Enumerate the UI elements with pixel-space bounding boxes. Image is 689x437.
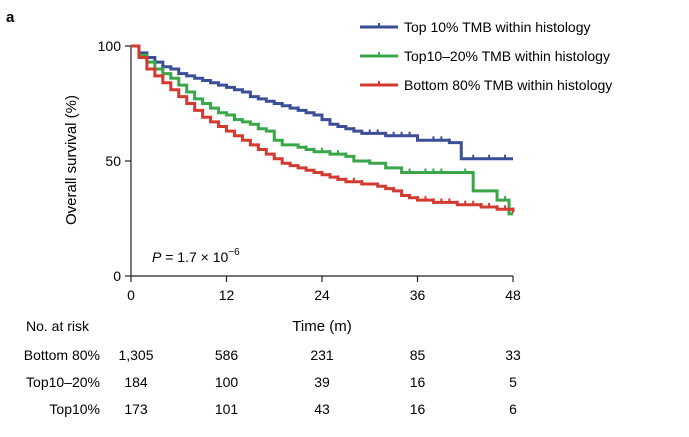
y-tick-label-2: 100 bbox=[98, 38, 122, 54]
risk-count-2-2: 43 bbox=[314, 401, 330, 417]
risk-count-1-3: 16 bbox=[410, 374, 426, 390]
series-1 bbox=[131, 44, 513, 216]
p-value-symbol: P bbox=[152, 249, 162, 265]
risk-row-label-2: Top10% bbox=[49, 401, 100, 417]
risk-count-2-1: 101 bbox=[215, 401, 239, 417]
p-value-exponent: −6 bbox=[228, 247, 240, 258]
risk-row-label-0: Bottom 80% bbox=[24, 347, 100, 363]
x-tick-label-3: 36 bbox=[410, 287, 426, 303]
p-value-annotation: P = 1.7 × 10−6 bbox=[152, 247, 240, 265]
legend-entry-0: Top 10% TMB within histology bbox=[360, 19, 591, 35]
legend-label-0: Top 10% TMB within histology bbox=[404, 19, 591, 35]
y-axis-title: Overall survival (%) bbox=[63, 95, 80, 225]
risk-table: Bottom 80% 1,305 586 231 85 33 Top10–20% 184 100… bbox=[24, 347, 521, 417]
risk-count-1-4: 5 bbox=[509, 374, 517, 390]
legend-entry-2: Bottom 80% TMB within histology bbox=[360, 77, 612, 93]
series-layer bbox=[131, 44, 515, 216]
risk-count-1-2: 39 bbox=[314, 374, 330, 390]
panel-label: a bbox=[6, 9, 15, 26]
risk-row-label-1: Top10–20% bbox=[26, 374, 100, 390]
risk-count-0-2: 231 bbox=[310, 347, 334, 363]
y-tick-label-1: 50 bbox=[105, 153, 121, 169]
series-0 bbox=[131, 44, 513, 161]
risk-count-0-4: 33 bbox=[505, 347, 521, 363]
risk-table-header: No. at risk bbox=[26, 318, 90, 334]
x-tick-label-2: 24 bbox=[314, 287, 330, 303]
y-tick-label-0: 0 bbox=[113, 268, 121, 284]
risk-count-1-1: 100 bbox=[215, 374, 239, 390]
p-value-text: = 1.7 × 10 bbox=[161, 249, 228, 265]
series-line-2 bbox=[131, 44, 515, 212]
legend-label-2: Bottom 80% TMB within histology bbox=[404, 77, 612, 93]
x-axis-title: Time (m) bbox=[292, 318, 351, 335]
risk-count-0-0: 1,305 bbox=[118, 347, 153, 363]
series-line-1 bbox=[131, 44, 513, 216]
risk-count-0-1: 586 bbox=[215, 347, 239, 363]
x-tick-label-1: 12 bbox=[219, 287, 235, 303]
x-tick-label-4: 48 bbox=[505, 287, 521, 303]
risk-count-2-4: 6 bbox=[509, 401, 517, 417]
risk-count-2-0: 173 bbox=[124, 401, 148, 417]
risk-count-1-0: 184 bbox=[124, 374, 148, 390]
legend: Top 10% TMB within histology Top10–20% TM… bbox=[360, 19, 612, 93]
legend-entry-1: Top10–20% TMB within histology bbox=[360, 48, 610, 64]
legend-label-1: Top10–20% TMB within histology bbox=[404, 48, 610, 64]
risk-count-0-3: 85 bbox=[410, 347, 426, 363]
x-tick-label-0: 0 bbox=[127, 287, 135, 303]
series-2 bbox=[131, 44, 515, 213]
risk-count-2-3: 16 bbox=[410, 401, 426, 417]
axes: 0 12 24 36 48 0 50 100 bbox=[98, 38, 521, 303]
